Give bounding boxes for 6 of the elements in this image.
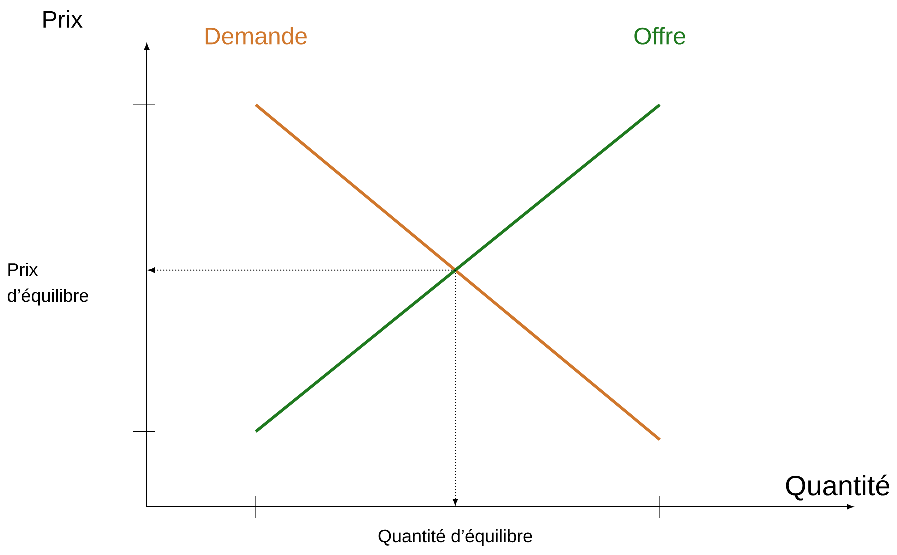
text: Prix d’équilibre <box>8 263 88 306</box>
text: Offre <box>634 27 686 45</box>
text: Demande <box>206 27 307 45</box>
y-axis-title: Prix <box>44 10 83 28</box>
x-axis-title: Quantité <box>786 474 890 501</box>
text: Quantité d’équilibre <box>378 529 532 546</box>
